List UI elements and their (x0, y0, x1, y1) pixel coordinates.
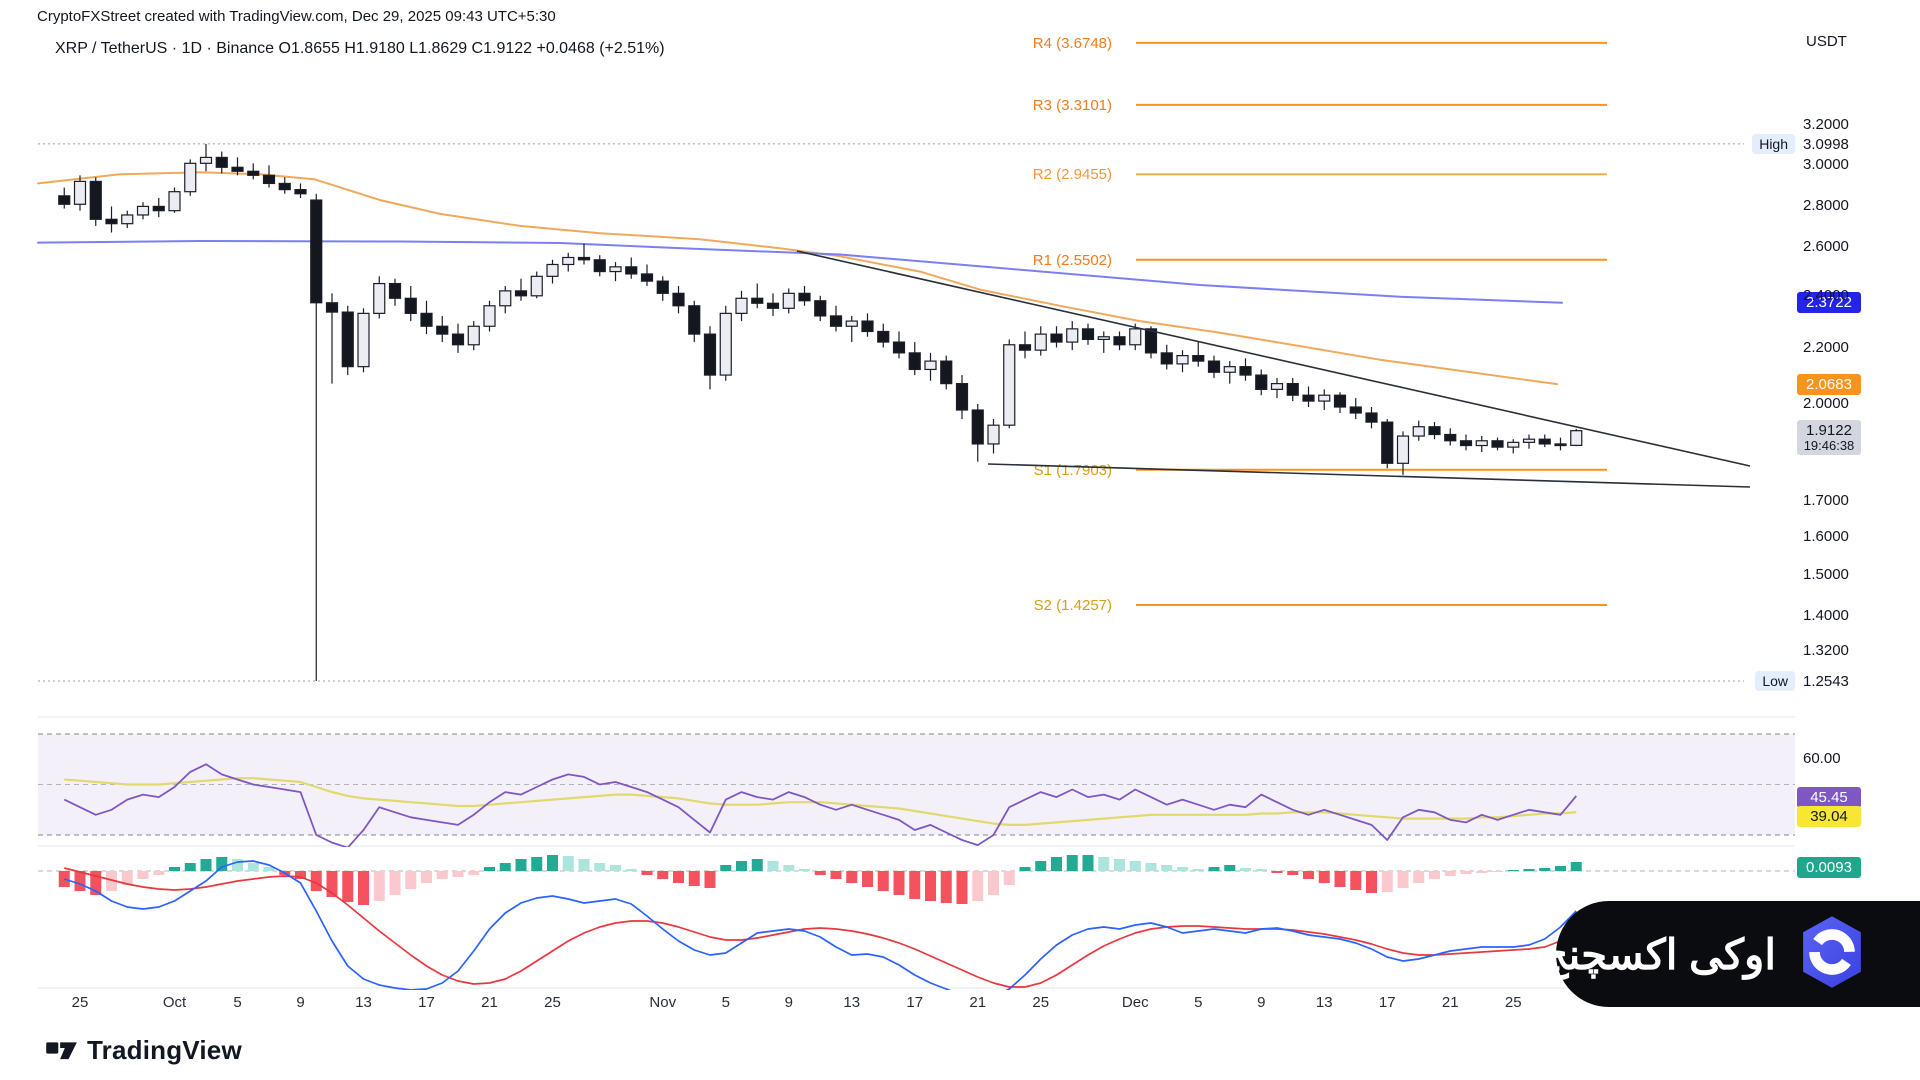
price-tick-label: 1.3200 (1803, 642, 1849, 659)
time-tick-label: 25 (1504, 994, 1522, 1011)
time-tick-label: Oct (162, 994, 187, 1011)
time-tick-label: 25 (1032, 994, 1050, 1011)
time-tick-label: 13 (355, 994, 372, 1011)
svg-text:S1 (1.7903): S1 (1.7903) (1034, 462, 1112, 479)
tradingview-logo-icon (45, 1035, 79, 1066)
symbol-ohlc-line[interactable]: XRP / TetherUS · 1D · Binance O1.8655 H1… (55, 40, 665, 57)
price-tick-label: 1.4000 (1803, 607, 1849, 624)
time-tick-label: 5 (233, 994, 242, 1011)
time-tick-label: 13 (843, 994, 861, 1011)
low-marker-chip: Low (1755, 671, 1795, 691)
macd-hist-badge: 0.0093 (1797, 857, 1861, 878)
quote-currency-label: USDT (1806, 33, 1847, 50)
time-tick-label: 9 (1257, 994, 1266, 1011)
time-tick-label: 21 (481, 994, 498, 1011)
price-tick-label: 3.0000 (1803, 156, 1849, 173)
time-tick-label: 17 (1378, 994, 1396, 1011)
price-tick-label: 2.6000 (1803, 238, 1849, 255)
time-tick-label: 9 (296, 994, 305, 1011)
brand-name: اوکی اکسچنج (1541, 930, 1776, 978)
time-tick-label: Nov (649, 994, 677, 1011)
rsi-scale-label: 60.00 (1803, 750, 1841, 767)
svg-text:S2 (1.4257): S2 (1.4257) (1034, 597, 1112, 614)
low-value-label: 1.2543 (1803, 673, 1849, 690)
price-tick-label: 1.7000 (1803, 492, 1849, 509)
last-price-countdown-badge: 1.9122 19:46:38 (1797, 420, 1861, 455)
time-tick-label: Dec (1121, 994, 1149, 1011)
time-tick-label: 13 (1315, 994, 1333, 1011)
time-tick-label: 17 (418, 994, 435, 1011)
price-tick-label: 1.6000 (1803, 528, 1849, 545)
time-tick-label: 5 (721, 994, 730, 1011)
time-tick-label: 25 (544, 994, 561, 1011)
svg-text:R4 (3.6748): R4 (3.6748) (1033, 35, 1112, 52)
price-tick-label: 2.4000 (1803, 287, 1849, 304)
time-tick-label: 9 (784, 994, 793, 1011)
svg-text:R3 (3.3101): R3 (3.3101) (1033, 97, 1112, 114)
brand-logo-icon (1794, 914, 1870, 995)
time-tick-label: 21 (969, 994, 987, 1011)
tradingview-logo[interactable]: TradingView (45, 1035, 242, 1066)
time-tick-label: 5 (1194, 994, 1203, 1011)
rsi-ma-value-badge: 39.04 (1797, 806, 1861, 827)
price-tick-label: 3.2000 (1803, 116, 1849, 133)
price-tick-label: 2.0000 (1803, 395, 1849, 412)
price-tick-label: 2.2000 (1803, 339, 1849, 356)
credit-line: CryptoFXStreet created with TradingView.… (37, 8, 556, 25)
svg-text:R2 (2.9455): R2 (2.9455) (1033, 166, 1112, 183)
time-tick-label: 21 (1441, 994, 1459, 1011)
ma-slow-price-badge: 2.3722 (1797, 292, 1861, 313)
high-marker-chip: High (1752, 134, 1795, 154)
price-tick-label: 1.5000 (1803, 566, 1849, 583)
ma-fast-price-badge: 2.0683 (1797, 374, 1861, 395)
high-value-label: 3.0998 (1803, 136, 1849, 153)
price-tick-label: 2.8000 (1803, 197, 1849, 214)
time-tick-label: 17 (906, 994, 924, 1011)
brand-banner[interactable]: اوکی اکسچنج (1541, 901, 1920, 1007)
time-tick-label: 25 (71, 994, 89, 1011)
svg-text:R1 (2.5502): R1 (2.5502) (1033, 252, 1112, 269)
tradingview-logo-text: TradingView (87, 1035, 242, 1065)
rsi-value-badge: 45.45 (1797, 787, 1861, 808)
